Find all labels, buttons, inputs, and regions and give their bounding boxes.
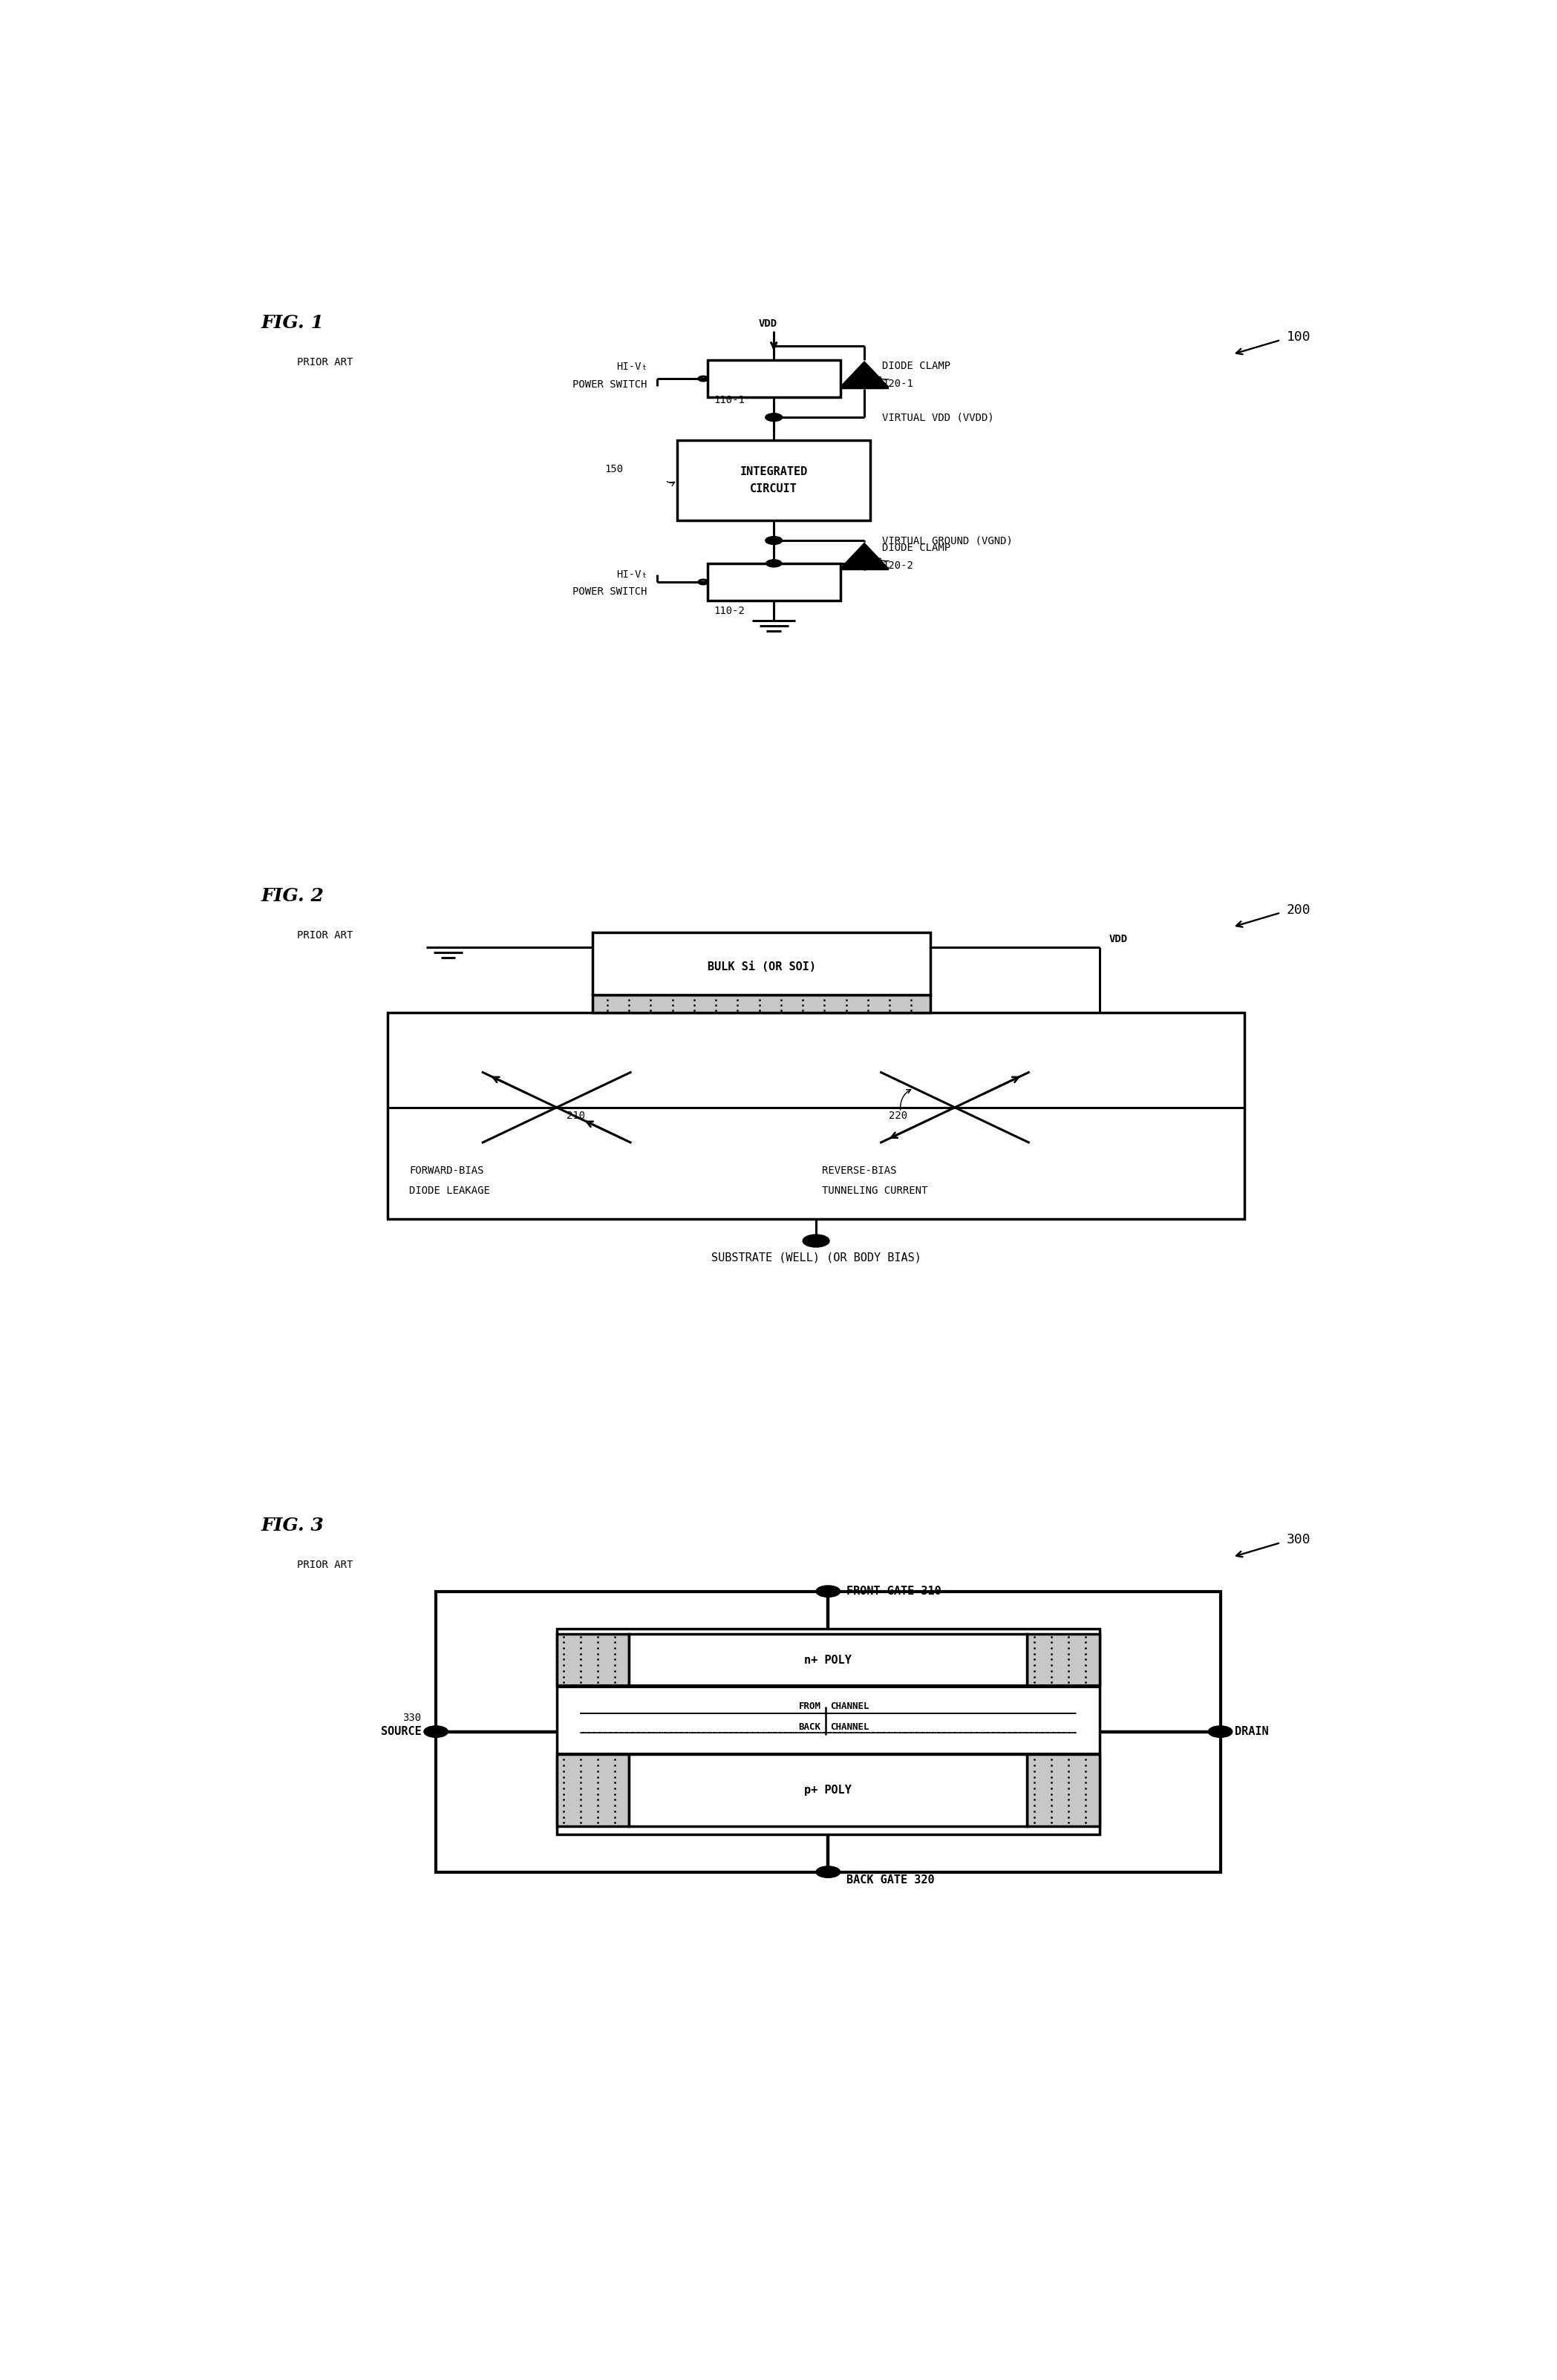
Text: p+ POLY: p+ POLY (805, 1785, 852, 1797)
Text: n+ POLY: n+ POLY (805, 1654, 852, 1666)
Text: FORWARD-BIAS: FORWARD-BIAS (409, 1166, 484, 1176)
Text: DIODE LEAKAGE: DIODE LEAKAGE (409, 1185, 490, 1195)
Text: 100: 100 (1286, 331, 1311, 343)
Circle shape (816, 1866, 841, 1878)
Text: POWER SWITCH: POWER SWITCH (573, 378, 648, 390)
Text: 120-1: 120-1 (883, 378, 914, 390)
Text: VIRTUAL VDD (VVDD): VIRTUAL VDD (VVDD) (883, 412, 995, 424)
Bar (707, 359, 841, 397)
Text: PRIOR ART: PRIOR ART (297, 357, 353, 367)
Text: REVERSE-BIAS: REVERSE-BIAS (822, 1166, 897, 1176)
Text: INTEGRATED: INTEGRATED (740, 466, 808, 478)
Circle shape (766, 559, 782, 566)
Text: PRIOR ART: PRIOR ART (297, 931, 353, 940)
Text: 200: 200 (1286, 902, 1311, 916)
Text: 150: 150 (604, 464, 623, 474)
Circle shape (816, 1585, 841, 1597)
Circle shape (424, 1725, 448, 1737)
Text: TUNNELING CURRENT: TUNNELING CURRENT (822, 1185, 928, 1195)
Bar (436, 1592, 1221, 1873)
Bar (1028, 1754, 1099, 1825)
Text: CIRCUIT: CIRCUIT (750, 483, 797, 495)
Text: FRONT GATE 310: FRONT GATE 310 (847, 1585, 940, 1597)
Text: FIG. 3: FIG. 3 (262, 1516, 324, 1535)
Bar (557, 1628, 1099, 1835)
Text: BACK GATE 320: BACK GATE 320 (847, 1875, 934, 1885)
Circle shape (1208, 1725, 1233, 1737)
Text: 220: 220 (889, 1111, 908, 1121)
Circle shape (803, 1235, 830, 1247)
Text: SOURCE: SOURCE (381, 1725, 422, 1737)
Bar (593, 995, 931, 1014)
Bar (593, 933, 931, 995)
Polygon shape (839, 543, 889, 569)
Text: BACK: BACK (799, 1723, 821, 1733)
Text: CHANNEL: CHANNEL (830, 1702, 869, 1711)
Text: 120-2: 120-2 (883, 559, 914, 571)
Polygon shape (839, 362, 889, 388)
Text: 110-1: 110-1 (713, 395, 744, 405)
Text: POWER SWITCH: POWER SWITCH (573, 585, 648, 597)
Text: SUBSTRATE (WELL) (OR BODY BIAS): SUBSTRATE (WELL) (OR BODY BIAS) (712, 1252, 922, 1264)
Text: VIRTUAL GROUND (VGND): VIRTUAL GROUND (VGND) (883, 536, 1014, 545)
Text: FIG. 1: FIG. 1 (262, 314, 324, 333)
Text: BULK Si (OR SOI): BULK Si (OR SOI) (707, 962, 816, 973)
Text: PRIOR ART: PRIOR ART (297, 1559, 353, 1571)
Text: DIODE CLAMP: DIODE CLAMP (883, 543, 951, 552)
Text: 110-2: 110-2 (713, 607, 744, 616)
Text: 210: 210 (567, 1111, 585, 1121)
Text: DIODE CLAMP: DIODE CLAMP (883, 362, 951, 371)
Text: DRAIN: DRAIN (1235, 1725, 1269, 1737)
Text: HI-Vₜ: HI-Vₜ (617, 569, 648, 581)
Circle shape (766, 536, 782, 545)
Bar (557, 1635, 629, 1685)
Text: 330: 330 (403, 1714, 422, 1723)
Bar (707, 564, 841, 600)
Text: 300: 300 (1286, 1533, 1311, 1547)
Bar (388, 1014, 1244, 1219)
Text: FIG. 2: FIG. 2 (262, 888, 324, 904)
Text: FROM: FROM (799, 1702, 821, 1711)
Text: HI-Vₜ: HI-Vₜ (617, 362, 648, 371)
Bar (1028, 1635, 1099, 1685)
Text: CHANNEL: CHANNEL (830, 1723, 869, 1733)
Bar (677, 440, 870, 521)
Bar (629, 1635, 1028, 1685)
Text: VDD: VDD (758, 319, 777, 328)
Bar (557, 1754, 629, 1825)
Text: VDD: VDD (1109, 933, 1127, 945)
Circle shape (766, 414, 782, 421)
Bar (629, 1754, 1028, 1825)
